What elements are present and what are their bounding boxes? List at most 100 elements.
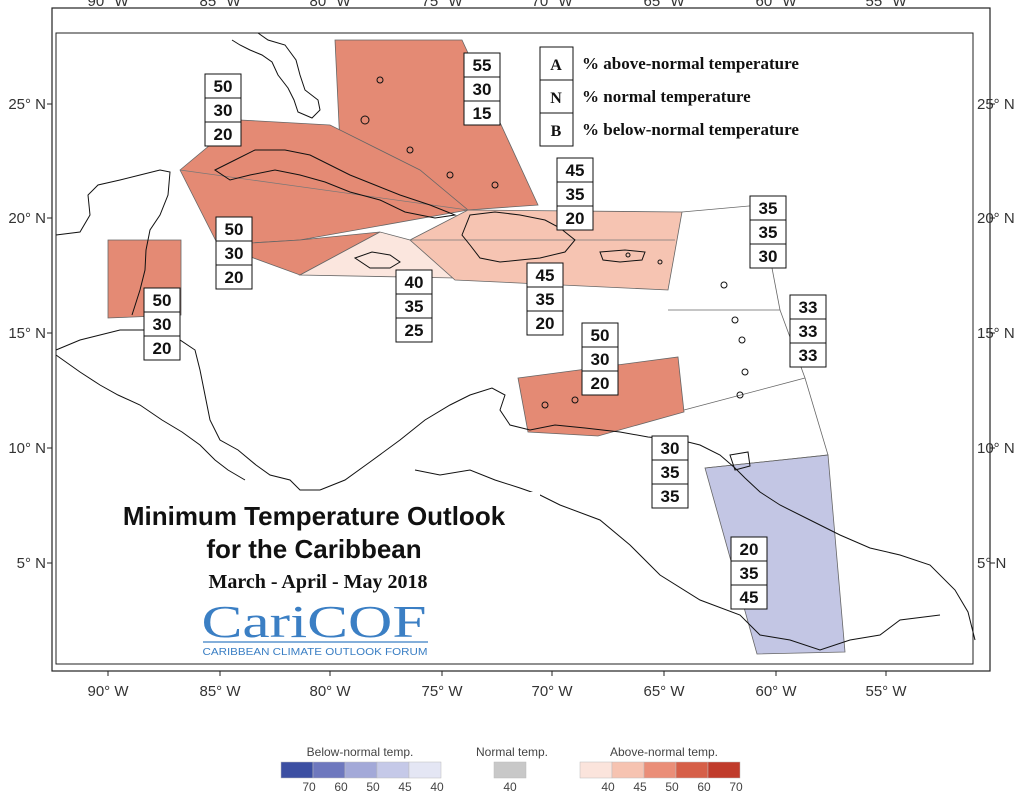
prob-cell xyxy=(215,240,253,266)
island xyxy=(731,316,739,324)
probability-box-abc-islands: 50 30 20 xyxy=(581,322,619,396)
latitude-label: 5° N xyxy=(17,555,46,572)
longitude-label: 60° W xyxy=(755,0,797,10)
prob-below: 20 xyxy=(153,339,172,358)
probability-boxes: 55 30 15 50 30 20 50 30 20 50 30 20 40 35 25 45 35 20 45 35… xyxy=(143,52,827,610)
key-description: % below-normal temperature xyxy=(582,120,799,139)
colorbar-tick: 40 xyxy=(601,780,615,791)
cuba-island xyxy=(214,149,457,219)
prob-above: 50 xyxy=(591,326,610,345)
key-letter: A xyxy=(550,57,562,74)
prob-normal: 35 xyxy=(566,185,585,204)
prob-cell xyxy=(581,322,619,348)
prob-cell xyxy=(789,342,827,368)
colorbar-swatch xyxy=(643,761,677,779)
island xyxy=(741,368,749,376)
prob-below: 20 xyxy=(566,209,585,228)
south-america-coast xyxy=(319,387,976,641)
longitude-label: 75° W xyxy=(421,0,463,10)
prob-cell xyxy=(463,52,501,78)
island xyxy=(541,401,549,409)
island xyxy=(376,76,384,84)
island xyxy=(720,281,728,289)
prob-normal: 30 xyxy=(591,350,610,369)
key-letter: B xyxy=(551,123,562,140)
prob-normal: 35 xyxy=(661,463,680,482)
colorbar-tick: 70 xyxy=(302,780,316,791)
prob-cell xyxy=(651,483,689,509)
prob-cell xyxy=(730,560,768,586)
probability-key: A % above-normal temperature N % normal tem… xyxy=(539,46,799,147)
latitude-label: 15° N xyxy=(977,325,1015,342)
key-letter-box xyxy=(539,112,574,147)
probability-box-windwards: 33 33 33 xyxy=(789,294,827,368)
prob-cell xyxy=(395,293,433,319)
colorbar-tick: 40 xyxy=(503,780,517,791)
prob-above: 35 xyxy=(759,199,778,218)
colorbar-tick: 45 xyxy=(633,780,647,791)
prob-cell xyxy=(526,286,564,312)
colorbar-swatch xyxy=(344,761,378,779)
logo-name: CariCOF xyxy=(202,596,427,647)
prob-cell xyxy=(651,435,689,461)
prob-cell xyxy=(556,205,594,231)
prob-normal: 35 xyxy=(759,223,778,242)
longitude-labels-top: 90° W 85° W 80° W 75° W 70° W 65° W 60° W 55° W xyxy=(87,0,907,10)
prob-below: 20 xyxy=(591,374,610,393)
key-letter-box xyxy=(539,79,574,114)
florida-coast xyxy=(231,32,321,119)
central-america-pacific xyxy=(55,354,246,481)
colorbar-swatch xyxy=(280,761,314,779)
colorbar-tick: 50 xyxy=(366,780,380,791)
longitude-labels-bottom: 90° W 85° W 80° W 75° W 70° W 65° W 60° W 55° W xyxy=(87,671,907,700)
prob-cell xyxy=(749,243,787,269)
longitude-label: 70° W xyxy=(531,0,573,10)
colorbar-title: Normal temp. xyxy=(476,745,548,759)
prob-cell xyxy=(556,157,594,183)
prob-cell xyxy=(463,100,501,126)
prob-normal: 30 xyxy=(473,80,492,99)
island xyxy=(738,336,746,344)
island xyxy=(736,391,744,399)
probability-box-cayman-jamaica-west: 50 30 20 xyxy=(215,216,253,290)
island xyxy=(625,252,631,258)
colorbar-swatch xyxy=(408,761,442,779)
prob-below: 20 xyxy=(214,125,233,144)
longitude-label: 85° W xyxy=(199,0,241,10)
title-period: March - April - May 2018 xyxy=(208,571,427,593)
latitude-label: 15° N xyxy=(8,325,46,342)
colorbar-swatch xyxy=(376,761,410,779)
prob-cell xyxy=(143,287,181,313)
prob-normal: 30 xyxy=(214,101,233,120)
prob-above: 55 xyxy=(473,56,492,75)
probability-box-cuba: 50 30 20 xyxy=(204,73,242,147)
prob-above: 20 xyxy=(740,540,759,559)
longitude-label: 55° W xyxy=(865,683,907,700)
probability-box-hispaniola-south: 45 35 20 xyxy=(526,262,564,336)
small-islands xyxy=(360,76,749,409)
prob-cell xyxy=(204,121,242,147)
prob-cell xyxy=(463,76,501,102)
prob-below: 30 xyxy=(759,247,778,266)
prob-above: 50 xyxy=(153,291,172,310)
title-backing xyxy=(60,492,540,660)
prob-cell xyxy=(204,73,242,99)
caricof-logo: CariCOF CARIBBEAN CLIMATE OUTLOOK FORUM xyxy=(202,596,428,658)
latitude-label: 20° N xyxy=(8,210,46,227)
prob-below: 35 xyxy=(661,487,680,506)
prob-cell xyxy=(204,97,242,123)
prob-normal: 30 xyxy=(153,315,172,334)
key-description: % above-normal temperature xyxy=(582,54,799,73)
colorbar-title: Below-normal temp. xyxy=(307,745,414,759)
puerto-rico-island xyxy=(599,249,646,263)
hispaniola-island xyxy=(461,211,576,263)
region-abc-islands xyxy=(517,356,685,437)
prob-below: 33 xyxy=(799,346,818,365)
longitude-label: 60° W xyxy=(755,683,797,700)
probability-box-trinidad: 30 35 35 xyxy=(651,435,689,509)
colorbar-swatch xyxy=(611,761,645,779)
jamaica-island xyxy=(353,251,401,269)
prob-below: 25 xyxy=(405,321,424,340)
colorbar-swatch xyxy=(312,761,346,779)
region-trinidad-outline xyxy=(704,377,829,469)
